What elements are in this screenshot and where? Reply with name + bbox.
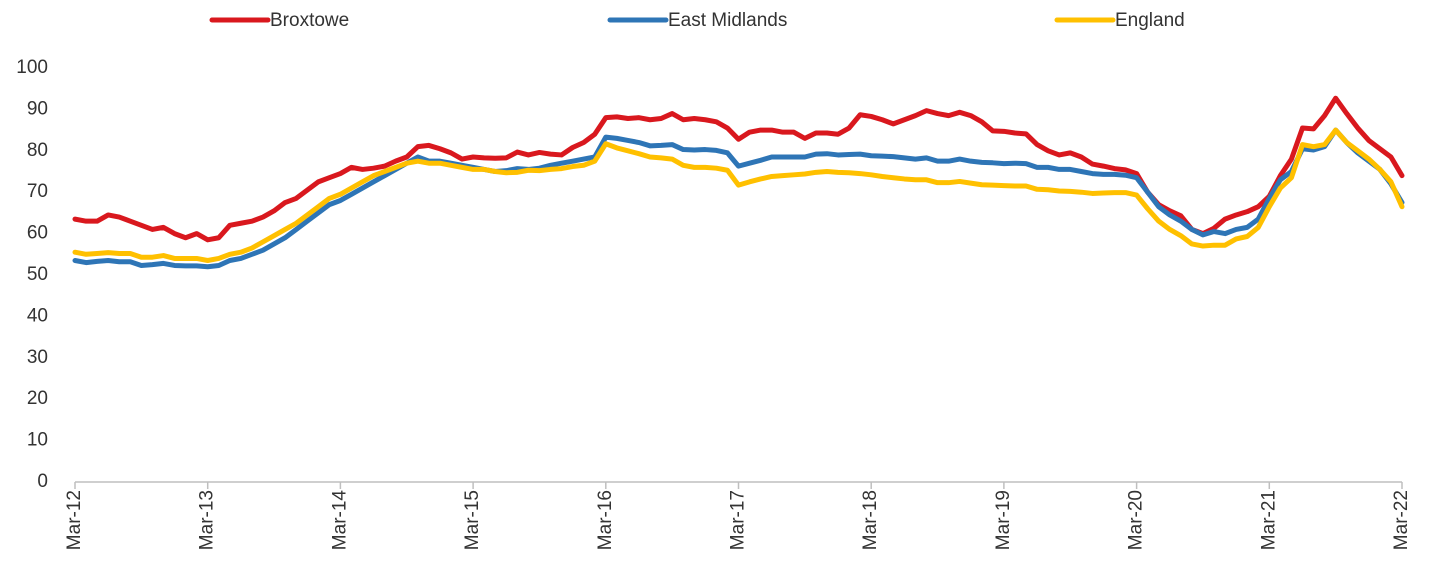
y-tick-label: 100 <box>16 57 48 78</box>
x-tick-label: Mar-21 <box>1258 490 1279 550</box>
legend-label: East Midlands <box>668 10 787 31</box>
y-tick-label: 40 <box>27 305 48 326</box>
x-tick-label: Mar-22 <box>1391 490 1412 550</box>
y-tick-label: 0 <box>37 471 48 492</box>
y-tick-label: 20 <box>27 388 48 409</box>
x-tick-label: Mar-17 <box>728 490 749 550</box>
series-line <box>72 127 1405 270</box>
series-line <box>72 95 1405 243</box>
x-tick-label: Mar-20 <box>1126 490 1147 550</box>
legend-label: Broxtowe <box>270 10 349 31</box>
x-tick-label: Mar-19 <box>993 490 1014 550</box>
x-tick-label: Mar-15 <box>462 490 483 550</box>
y-tick-label: 70 <box>27 181 48 202</box>
y-tick-label: 90 <box>27 98 48 119</box>
y-tick-label: 30 <box>27 347 48 368</box>
x-tick-label: Mar-12 <box>64 490 85 550</box>
y-tick-label: 60 <box>27 223 48 244</box>
legend-label: England <box>1115 10 1185 31</box>
x-tick-label: Mar-13 <box>197 490 218 550</box>
y-tick-label: 80 <box>27 140 48 161</box>
x-tick-label: Mar-14 <box>329 490 350 551</box>
x-tick-label: Mar-18 <box>860 490 881 550</box>
x-tick-label: Mar-16 <box>595 490 616 550</box>
y-tick-label: 50 <box>27 264 48 285</box>
series-line <box>72 127 1405 264</box>
y-tick-label: 10 <box>27 430 48 451</box>
